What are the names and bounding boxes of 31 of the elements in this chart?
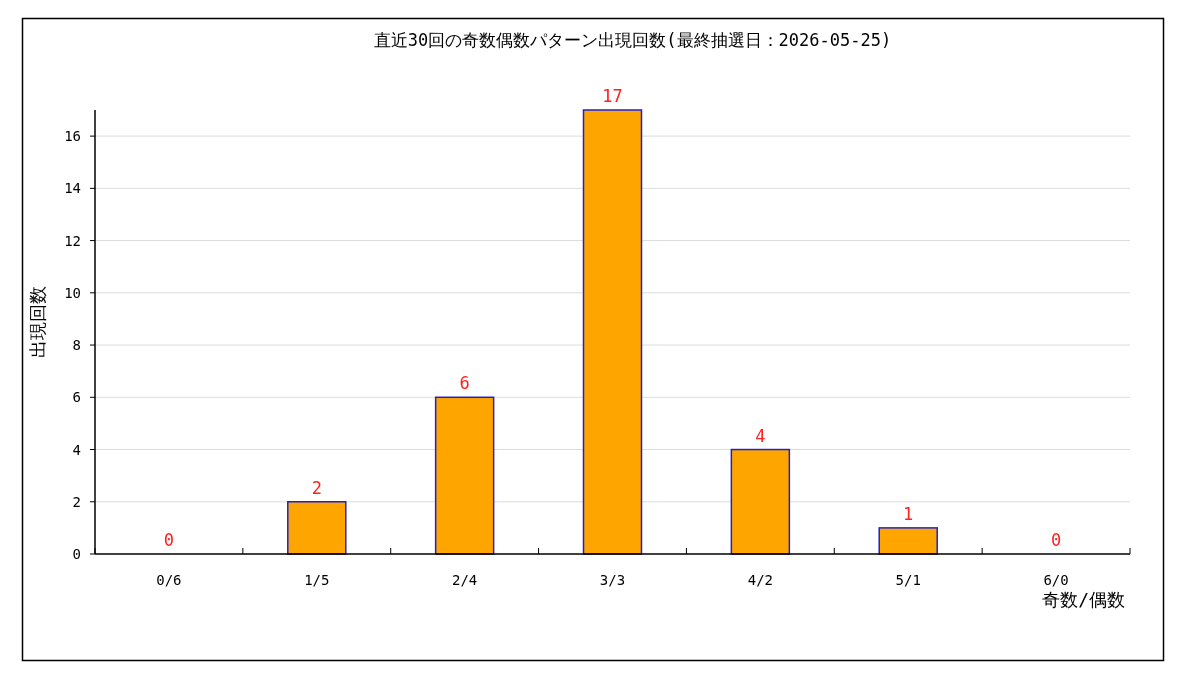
data-label: 0 (1050, 530, 1062, 550)
y-axis-title: 出現回数 (27, 286, 48, 358)
data-label: 0 (163, 530, 175, 550)
bar (434, 396, 495, 555)
x-tick-label: 4/2 (747, 572, 774, 588)
x-tick-label: 6/0 (1043, 572, 1069, 588)
y-tick-label: 4 (72, 441, 81, 458)
y-tick-label: 14 (64, 180, 81, 197)
x-axis-title: 奇数/偶数 (1042, 589, 1125, 610)
x-tick-label: 1/5 (304, 572, 330, 588)
bar (582, 109, 643, 555)
y-tick-label: 2 (72, 493, 81, 510)
y-tick-label: 8 (72, 337, 81, 354)
y-tick-label: 10 (64, 284, 81, 301)
x-tick-label: 3/3 (599, 572, 626, 588)
bar (730, 448, 791, 555)
data-label: 4 (755, 425, 766, 446)
x-tick-label: 5/1 (895, 572, 921, 588)
y-tick-label: 0 (72, 546, 81, 562)
y-tick-label: 12 (64, 232, 81, 249)
data-label: 2 (311, 477, 322, 498)
chart-title: 直近30回の奇数偶数パターン出現回数(最終抽選日：2026-05-25) (373, 30, 892, 50)
data-label: 6 (459, 373, 470, 394)
bar (287, 501, 347, 555)
bar (878, 527, 938, 555)
data-label: 17 (602, 86, 623, 106)
x-tick-label: 0/6 (156, 572, 182, 588)
y-tick-label: 16 (64, 128, 81, 145)
data-label: 1 (903, 503, 914, 524)
x-tick-label: 2/4 (451, 572, 478, 588)
y-tick-label: 6 (72, 389, 81, 406)
